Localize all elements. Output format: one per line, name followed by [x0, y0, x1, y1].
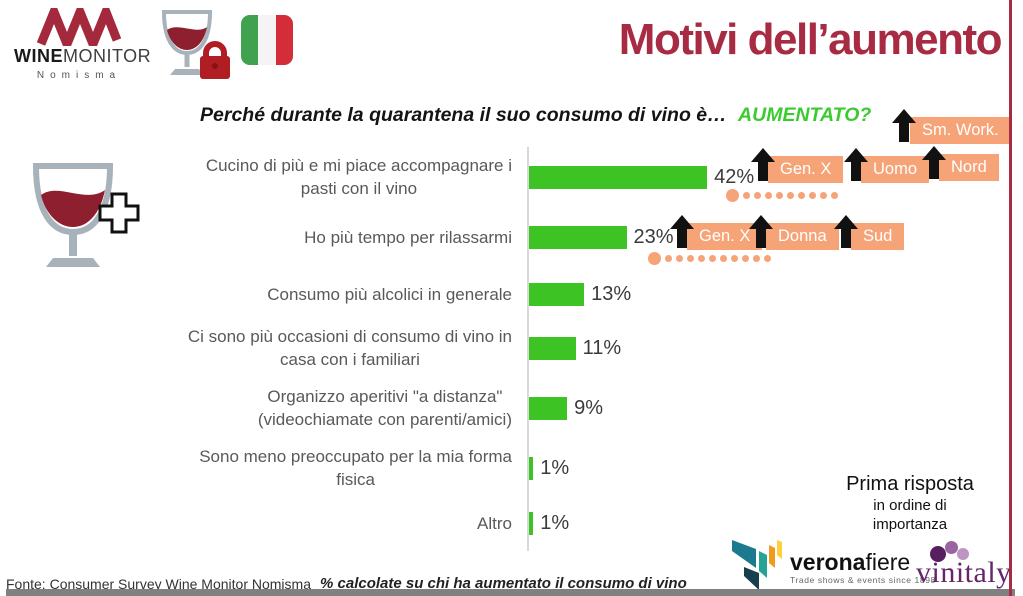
method-note: % calcolate su chi ha aumentato il consu…: [320, 575, 687, 592]
chart-row: Consumo più alcolici in generale 13%: [0, 272, 1023, 316]
survey-question: Perché durante la quarantena il suo cons…: [200, 104, 871, 127]
note-line3: importanza: [872, 516, 948, 533]
chart-row: Altro 1%: [0, 504, 1023, 542]
bar: [529, 396, 568, 420]
note-line1: Prima risposta: [846, 473, 974, 495]
chart-row: Sono meno preoccupato per la mia forma f…: [0, 444, 1023, 492]
badge-uomo: Uomo: [861, 156, 930, 183]
veronafiere-icon: [732, 540, 782, 590]
vinitaly-wordmark: vinitaly: [916, 556, 1012, 589]
up-arrow-icon: [749, 215, 773, 249]
badge-nord: Nord: [939, 154, 999, 181]
brand-wine: WINE: [14, 46, 63, 66]
chart-row: Ci sono più occasioni di consumo di vino…: [0, 324, 1023, 372]
veronafiere-wordmark: veronafiere: [790, 549, 911, 575]
veronafiere-logo: veronafiere Trade shows & events since 1…: [728, 536, 936, 592]
category-label: Sono meno preoccupato per la mia forma f…: [199, 447, 512, 489]
up-arrow-icon: [751, 148, 775, 182]
bar: [529, 456, 534, 480]
bar: [529, 511, 534, 535]
grape-icon: [957, 548, 969, 560]
chart-row: Ho più tempo per rilassarmi 23%: [0, 214, 1023, 260]
value-label: 42%: [714, 165, 755, 188]
value-label: 9%: [574, 396, 604, 419]
bar: [529, 336, 576, 360]
up-arrow-icon: [892, 109, 916, 143]
category-label: Altro: [477, 513, 512, 533]
importance-note: Prima risposta in ordine di importanza: [843, 472, 977, 534]
bottom-divider: [6, 589, 1015, 596]
brand-nomisma: Nomisma: [36, 70, 122, 81]
up-arrow-icon: [844, 148, 868, 182]
wine-plus-icon: [32, 163, 140, 267]
badge-sud: Sud: [851, 223, 905, 250]
up-arrow-icon: [834, 215, 858, 249]
chart-row: Organizzo aperitivi "a distanza" (videoc…: [0, 384, 1023, 432]
chart-row: Cucino di più e mi piace accompagnare i …: [0, 148, 1023, 206]
up-arrow-icon: [922, 146, 946, 180]
dotted-connector: [648, 252, 771, 265]
value-label: 1%: [540, 456, 570, 479]
winemonitor-logo: WINEMONITOR Nomisma: [14, 8, 151, 81]
up-arrow-icon: [670, 215, 694, 249]
question-highlight: AUMENTATO?: [738, 104, 872, 126]
bar: [529, 225, 627, 249]
badge-donna: Donna: [766, 223, 839, 250]
value-label: 23%: [633, 225, 674, 248]
vinitaly-logo: vinitaly: [916, 538, 1016, 592]
note-line2: in ordine di: [873, 497, 947, 514]
category-label: Ho più tempo per rilassarmi: [304, 227, 512, 247]
question-text: Perché durante la quarantena il suo cons…: [200, 104, 727, 126]
value-label: 13%: [591, 282, 632, 305]
category-label: Ci sono più occasioni di consumo di vino…: [187, 327, 512, 369]
category-label: Cucino di più e mi piace accompagnare i …: [205, 156, 512, 198]
wm-monogram-icon: [36, 8, 122, 46]
brand-monitor: MONITOR: [63, 46, 152, 66]
value-label: 11%: [582, 336, 622, 359]
dotted-connector: [726, 189, 838, 202]
bar: [529, 282, 585, 306]
italy-flag-icon: [241, 15, 293, 65]
badge-sm-work: Sm. Work.: [910, 117, 1011, 144]
veronafiere-tagline: Trade shows & events since 1898: [790, 575, 936, 585]
badge-gen-x: Gen. X: [768, 156, 844, 183]
wine-lock-icon: [161, 10, 230, 79]
right-border-line: [1009, 0, 1012, 596]
bar: [529, 165, 708, 189]
grape-icon: [945, 541, 958, 554]
chart-axis-line: [527, 147, 529, 551]
grape-icon: [930, 546, 946, 562]
page-title: Motivi dell’aumento: [618, 15, 1003, 64]
category-label: Consumo più alcolici in generale: [267, 284, 512, 304]
category-label: Organizzo aperitivi "a distanza" (videoc…: [257, 387, 512, 429]
source-note: Fonte: Consumer Survey Wine Monitor Nomi…: [6, 576, 311, 592]
value-label: 1%: [540, 511, 570, 534]
brand-name: WINEMONITOR: [14, 46, 151, 67]
